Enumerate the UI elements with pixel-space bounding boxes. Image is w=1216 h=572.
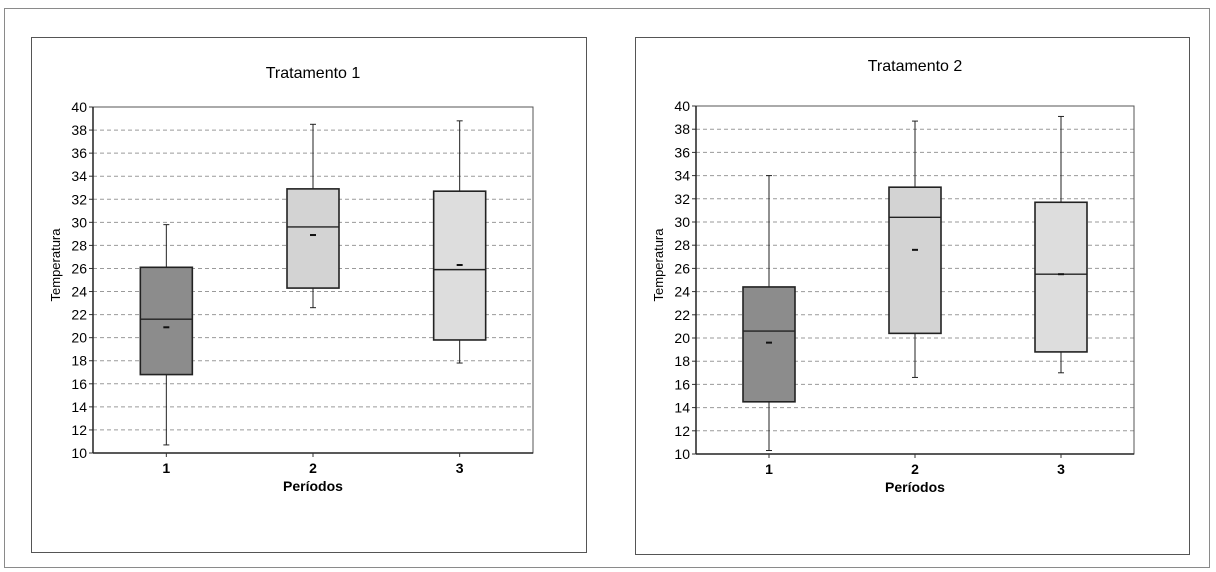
y-axis-label: Temperatura [651,228,666,302]
y-tick-label: 30 [674,214,690,230]
y-tick-label: 36 [71,145,87,161]
x-tick-label: 1 [162,460,170,476]
x-tick-label: 3 [456,460,464,476]
y-tick-label: 16 [71,376,87,392]
chart-panel-tratamento-1: Tratamento 1 10 12 14 16 18 20 22 24 26 28 30 32 34 36… [31,37,587,553]
x-axis-label: Períodos [283,478,343,494]
x-axis-label: Períodos [885,479,945,495]
chart-title: Tratamento 1 [266,65,361,82]
y-tick-label: 10 [71,445,87,461]
y-tick-label: 36 [674,144,690,160]
y-tick-label: 28 [71,237,87,253]
boxplot-tratamento-2: Tratamento 21012141618202224262830323436… [651,58,1135,495]
y-tick-label: 12 [71,422,87,438]
box-1 [742,286,796,403]
y-tick-label: 18 [674,353,690,369]
x-tick-label: 2 [911,461,919,477]
y-tick-label: 12 [674,423,690,439]
y-tick-label: 24 [674,284,690,300]
y-tick-label: 40 [674,98,690,114]
box-1 [139,266,194,376]
y-tick-label: 28 [674,237,690,253]
x-tick-label: 2 [309,460,317,476]
y-tick-label: 26 [674,260,690,276]
y-tick-label: 30 [71,214,87,230]
y-tick-label: 32 [71,191,87,207]
box-2 [888,186,942,335]
y-tick-label: 32 [674,191,690,207]
y-tick-label: 22 [71,307,87,323]
y-tick-label: 16 [674,376,690,392]
y-tick-label: 18 [71,353,87,369]
y-tick-label: 14 [674,400,690,416]
y-tick-label: 34 [71,168,87,184]
y-tick-label: 26 [71,260,87,276]
chart-title: Tratamento 2 [868,58,963,75]
boxplot-tratamento-1: Tratamento 11012141618202224262830323436… [48,65,534,494]
y-tick-label: 20 [71,330,87,346]
y-tick-label: 20 [674,330,690,346]
y-tick-label: 38 [71,122,87,138]
y-tick-label: 10 [674,446,690,462]
y-tick-label: 40 [71,99,87,115]
box-3 [1034,201,1088,353]
x-tick-label: 1 [765,461,773,477]
y-axis-label: Temperatura [48,228,63,302]
y-tick-label: 34 [674,168,690,184]
chart-panel-tratamento-2: Tratamento 2 10 12 14 16 18 20 22 24 26 28 30 32 34 36… [635,37,1190,555]
x-tick-label: 3 [1057,461,1065,477]
y-tick-label: 24 [71,284,87,300]
y-tick-label: 22 [674,307,690,323]
y-tick-label: 14 [71,399,87,415]
box-2 [286,188,340,289]
y-tick-label: 38 [674,121,690,137]
